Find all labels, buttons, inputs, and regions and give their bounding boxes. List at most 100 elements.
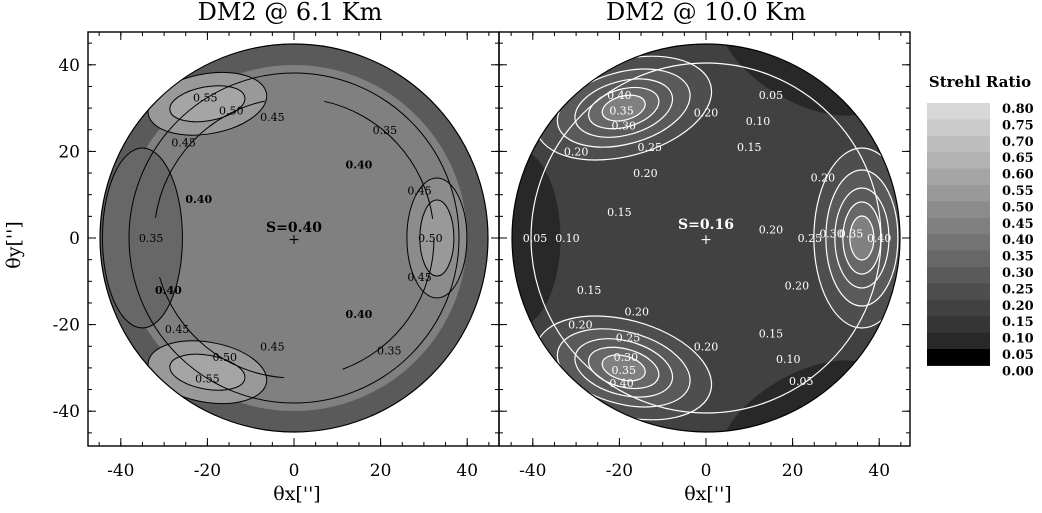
colorbar-tick-label: 0.20 [1002, 299, 1034, 314]
lobe-inner [169, 353, 246, 391]
contour-label: 0.40 [867, 232, 892, 245]
colorbar-swatch [927, 185, 990, 202]
colorbar-swatch [927, 168, 990, 186]
contour-label: 0.20 [694, 106, 719, 119]
colorbar-tick-label: 0.75 [1002, 118, 1034, 133]
contour-label: 0.15 [577, 284, 602, 297]
panel-left-center-label: S=0.40 [266, 220, 322, 236]
contour-label: 0.10 [776, 353, 801, 366]
contour-label: 0.30 [611, 119, 636, 132]
colorbar-tick-label: 0.65 [1002, 151, 1034, 166]
y-tick-label: 40 [58, 56, 80, 76]
colorbar-swatch [927, 234, 990, 252]
colorbar-tick-label: 0.25 [1002, 282, 1034, 297]
contour-label: 0.35 [611, 364, 636, 377]
contour-label: 0.45 [260, 340, 285, 353]
x-tick-label: -20 [194, 461, 221, 481]
colorbar-ticks: 0.800.75 0.700.65 0.600.550.50 0.450.40 0.35… [1002, 102, 1034, 379]
contour-line [530, 62, 882, 414]
lobe-inner [419, 199, 455, 277]
colorbar-title: Strehl Ratio [929, 73, 1031, 91]
panel-right: DM2 @ 10.0 Km 0.400.350.300.250.200.200.… [498, 0, 911, 481]
colorbar-swatch [927, 152, 990, 170]
contour-label: 0.50 [418, 232, 443, 245]
contour-label: 0.20 [694, 340, 719, 353]
contour-label: 0.20 [564, 145, 589, 158]
contour-label: 0.45 [165, 323, 190, 336]
edge-dark [512, 148, 561, 328]
panel-right-title: DM2 @ 10.0 Km [606, 0, 806, 26]
x-tick-label: 40 [868, 461, 890, 481]
y-tick-label: -20 [53, 316, 80, 336]
colorbar-tick-label: 0.40 [1002, 233, 1034, 248]
colorbar-tick-label: 0.50 [1002, 200, 1034, 215]
colorbar-tick-label: 0.70 [1002, 135, 1034, 150]
contour-line [153, 97, 435, 379]
panel-left: DM2 @ 6.1 Km 0.550.50 0.450.450.350.400.4… [53, 0, 500, 481]
contour-label: 0.45 [407, 184, 432, 197]
contour-label: 0.20 [785, 280, 810, 293]
colorbar-tick-label: 0.35 [1002, 250, 1034, 265]
contour-label: 0.45 [260, 111, 285, 124]
colorbar-tick-label: 0.30 [1002, 266, 1034, 281]
lobe-contour [849, 215, 875, 261]
contour-label: 0.40 [609, 377, 634, 390]
x-tick-label: -20 [606, 461, 633, 481]
y-axis-label: θy[''] [3, 221, 25, 268]
x-tick-label: 40 [456, 461, 478, 481]
contour-label: 0.20 [624, 306, 649, 319]
colorbar-swatch [927, 267, 990, 284]
dark-pocket [101, 147, 183, 329]
panel-right-map: 0.400.350.300.250.200.200.200.050.100.15… [511, 43, 901, 433]
contour-label: 0.35 [609, 104, 634, 117]
panel-right-frame [498, 31, 911, 447]
x-tick-label: -40 [107, 461, 134, 481]
colorbar-swatch [927, 299, 990, 317]
contour-label: 0.55 [195, 373, 220, 386]
x-tick-label: -40 [519, 461, 546, 481]
x-tick-label: 0 [701, 461, 712, 481]
colorbar-tick-label: 0.00 [1002, 364, 1034, 379]
colorbar-swatch [927, 250, 990, 268]
contour-label: 0.40 [155, 284, 182, 297]
disc-outline [99, 43, 489, 433]
disc-outline [511, 43, 901, 433]
contour-label: 0.25 [798, 232, 823, 245]
contour-label: 0.05 [759, 89, 784, 102]
contour-label: 0.20 [759, 223, 784, 236]
contour-label: 0.35 [839, 228, 864, 241]
contour-label: 0.40 [185, 193, 212, 206]
disc-base [100, 44, 488, 432]
contour-line [128, 72, 460, 404]
colorbar-tick-label: 0.10 [1002, 332, 1034, 347]
contour-label: 0.10 [746, 115, 771, 128]
colorbar-tick-label: 0.05 [1002, 348, 1034, 363]
colorbar-tick-label: 0.80 [1002, 102, 1034, 117]
y-tick-label: -40 [53, 402, 80, 422]
colorbar: Strehl Ratio 0.800.75 0.700.65 0.600.550.5… [927, 73, 1034, 379]
y-tick-label: 0 [69, 229, 80, 249]
lobe-inner [169, 85, 246, 123]
y-tick-label: 20 [58, 142, 80, 162]
colorbar-swatch [927, 217, 990, 235]
panel-right-ticks: -40 -20 0 20 40 [499, 32, 910, 481]
lobe-contour [601, 94, 646, 122]
colorbar-swatch [927, 332, 990, 350]
contour-label: 0.55 [193, 91, 218, 104]
contour-label: 0.05 [523, 232, 548, 245]
contour-label: 0.15 [607, 206, 632, 219]
contour-label: 0.30 [614, 351, 639, 364]
panel-left-center-marker: + [288, 232, 300, 248]
contour-label: 0.05 [789, 375, 814, 388]
contour-label: 0.40 [346, 158, 373, 171]
colorbar-swatch [927, 135, 990, 153]
contour-label: 0.20 [633, 167, 658, 180]
colorbar-swatch [927, 316, 990, 334]
colorbar-tick-label: 0.45 [1002, 217, 1034, 232]
lobe-contour [601, 354, 646, 382]
contour-label: 0.35 [373, 124, 398, 137]
contour-label: 0.45 [171, 137, 196, 150]
contour-label: 0.15 [737, 141, 762, 154]
x-tick-label: 20 [782, 461, 804, 481]
